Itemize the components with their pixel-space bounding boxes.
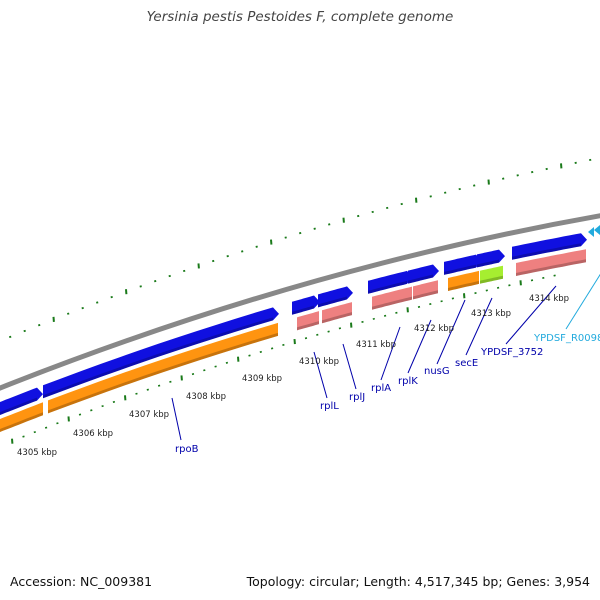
gene-label-ypdsf-3752[interactable]: YPDSF_3752 xyxy=(480,347,543,358)
gene-label-rpll[interactable]: rplL xyxy=(320,401,339,412)
leader-line xyxy=(380,326,401,381)
scale-label: 4311 kbp xyxy=(356,340,396,350)
leader-line xyxy=(342,343,357,390)
genome-feature[interactable] xyxy=(372,286,412,310)
gene-label-rpob[interactable]: rpoB xyxy=(175,444,199,455)
genome-feature[interactable] xyxy=(368,270,413,294)
partial-feature-arrow xyxy=(594,225,600,235)
scale-label: 4314 kbp xyxy=(529,294,569,304)
feature-shade xyxy=(477,259,499,268)
genome-feature[interactable] xyxy=(413,280,438,300)
genome-feature[interactable] xyxy=(448,270,479,291)
genome-feature[interactable] xyxy=(480,265,503,284)
gene-label-nusg[interactable]: nusG xyxy=(424,366,450,377)
gene-label-rplj[interactable]: rplJ xyxy=(349,392,365,403)
scale-label: 4310 kbp xyxy=(299,357,339,367)
scale-labels: 4305 kbp 4306 kbp 4307 kbp 4308 kbp 4309… xyxy=(17,294,569,458)
leader-line xyxy=(565,273,600,330)
scale-label: 4313 kbp xyxy=(471,309,511,319)
feature-shade xyxy=(292,305,314,315)
genome-feature[interactable] xyxy=(0,402,43,434)
gene-label-sece[interactable]: secE xyxy=(455,358,478,369)
leader-line xyxy=(313,351,328,399)
feature-shade xyxy=(516,259,586,276)
genome-feature[interactable] xyxy=(297,311,319,331)
feature-shade xyxy=(48,332,278,414)
feature-shade xyxy=(408,274,433,284)
genome-backbone xyxy=(0,213,600,391)
feature-track[interactable] xyxy=(0,225,600,434)
feature-shade xyxy=(444,264,476,275)
gene-label-rplk[interactable]: rplK xyxy=(398,376,418,387)
feature-shade xyxy=(0,397,37,415)
scale-label: 4312 kbp xyxy=(414,324,454,334)
genome-feature[interactable] xyxy=(408,264,439,284)
feature-shade xyxy=(480,275,503,284)
feature-shade xyxy=(297,321,319,331)
outer-tick-track xyxy=(9,158,592,339)
leader-line xyxy=(436,299,466,365)
scale-label: 4308 kbp xyxy=(186,392,226,402)
feature-shade xyxy=(413,290,438,300)
accession-label: Accession: NC_009381 xyxy=(10,574,153,589)
gene-label-rpla[interactable]: rplA xyxy=(371,383,391,394)
feature-shade xyxy=(322,312,352,324)
topology-summary: Topology: circular; Length: 4,517,345 bp… xyxy=(246,574,590,589)
feature-shade xyxy=(512,243,581,260)
partial-feature-arrow xyxy=(588,227,594,237)
feature-shade xyxy=(372,296,412,310)
feature-shade xyxy=(448,280,479,291)
leader-line xyxy=(505,285,557,345)
leader-line xyxy=(407,319,432,374)
feature-shade xyxy=(0,412,43,432)
genome-feature[interactable] xyxy=(48,322,278,414)
leader-line xyxy=(465,297,493,356)
genome-feature[interactable] xyxy=(43,307,279,399)
map-title: Yersinia pestis Pestoides F, complete ge… xyxy=(146,9,454,25)
inner-tick-track xyxy=(11,274,556,444)
feature-shade xyxy=(43,317,273,399)
feature-shade xyxy=(368,280,407,294)
genome-feature[interactable] xyxy=(512,233,587,260)
scale-label: 4309 kbp xyxy=(242,374,282,384)
genome-feature[interactable] xyxy=(318,286,353,308)
label-leaders xyxy=(171,273,600,441)
genome-feature[interactable] xyxy=(0,387,43,417)
feature-shade xyxy=(318,296,347,308)
genome-feature[interactable] xyxy=(444,254,482,275)
scale-label: 4305 kbp xyxy=(17,448,57,458)
gene-labels[interactable]: rpoB rplL rplJ rplA rplK nusG secE YPDSF… xyxy=(175,333,600,455)
leader-line xyxy=(171,397,182,441)
genome-feature[interactable] xyxy=(477,249,505,268)
gene-label-ypdsf-r0098[interactable]: YPDSF_R0098 xyxy=(533,333,600,344)
genome-feature[interactable] xyxy=(292,295,320,315)
scale-label: 4306 kbp xyxy=(73,429,113,439)
scale-label: 4307 kbp xyxy=(129,410,169,420)
genome-feature[interactable] xyxy=(516,249,586,276)
genome-feature[interactable] xyxy=(322,302,352,324)
